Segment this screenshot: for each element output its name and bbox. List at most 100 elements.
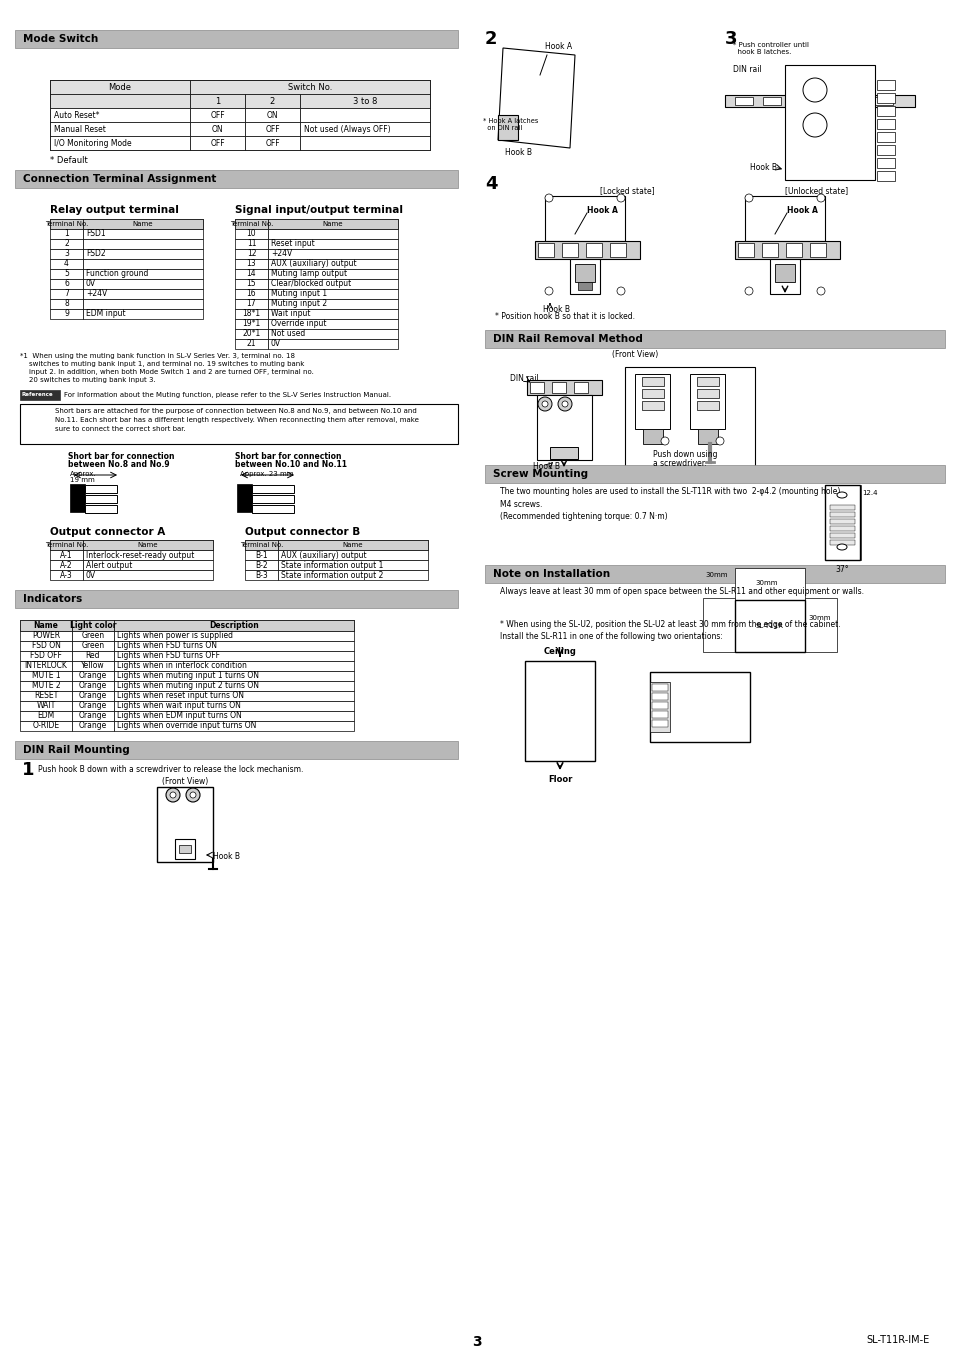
Bar bbox=[71, 620, 113, 631]
Text: DIN Rail Removal Method: DIN Rail Removal Method bbox=[493, 334, 642, 345]
Bar bbox=[484, 465, 944, 484]
Text: DIN Rail Mounting: DIN Rail Mounting bbox=[23, 744, 130, 755]
Bar bbox=[50, 540, 83, 550]
Bar bbox=[809, 243, 825, 257]
Text: Function ground: Function ground bbox=[86, 269, 149, 278]
Bar bbox=[698, 430, 718, 444]
Bar bbox=[829, 512, 854, 517]
Text: Hook B: Hook B bbox=[749, 163, 776, 172]
Bar bbox=[174, 839, 194, 859]
Bar bbox=[20, 711, 71, 721]
Bar bbox=[70, 484, 85, 512]
Text: Lights when muting input 1 turns ON: Lights when muting input 1 turns ON bbox=[117, 671, 258, 681]
Bar bbox=[50, 108, 190, 122]
Bar bbox=[113, 620, 354, 631]
Bar bbox=[268, 249, 397, 259]
Text: * Push controller until
  hook B latches.: * Push controller until hook B latches. bbox=[732, 42, 808, 55]
Bar bbox=[497, 115, 517, 141]
Text: NOTE: NOTE bbox=[22, 407, 44, 412]
Bar bbox=[299, 136, 430, 150]
Text: 3: 3 bbox=[64, 250, 69, 258]
Bar bbox=[734, 240, 840, 259]
Bar bbox=[268, 339, 397, 349]
Bar bbox=[252, 494, 294, 503]
Bar bbox=[245, 550, 277, 561]
Text: DIN rail: DIN rail bbox=[510, 374, 538, 382]
Bar bbox=[157, 788, 213, 862]
Bar bbox=[268, 219, 397, 230]
Bar bbox=[537, 243, 554, 257]
Bar bbox=[179, 844, 191, 852]
Bar bbox=[762, 97, 781, 105]
Circle shape bbox=[716, 436, 723, 444]
Bar bbox=[50, 219, 83, 230]
Circle shape bbox=[544, 286, 553, 295]
Text: 0V: 0V bbox=[86, 280, 96, 289]
Bar bbox=[83, 219, 203, 230]
Text: A-2: A-2 bbox=[60, 561, 72, 570]
Text: 3: 3 bbox=[724, 30, 737, 49]
Bar bbox=[234, 230, 268, 239]
Text: Hook B: Hook B bbox=[504, 149, 532, 157]
Text: Description: Description bbox=[209, 621, 258, 630]
Bar bbox=[268, 239, 397, 249]
Bar bbox=[268, 280, 397, 289]
Text: Screw Mounting: Screw Mounting bbox=[493, 469, 587, 480]
Text: Orange: Orange bbox=[79, 712, 107, 720]
Text: Mode: Mode bbox=[109, 82, 132, 92]
Bar bbox=[744, 196, 824, 240]
Bar bbox=[71, 631, 113, 640]
Circle shape bbox=[190, 792, 195, 798]
Bar bbox=[50, 309, 83, 319]
Text: 8: 8 bbox=[64, 300, 69, 308]
Bar bbox=[277, 540, 428, 550]
Text: Reference: Reference bbox=[22, 393, 53, 397]
Bar bbox=[190, 122, 245, 136]
Text: between No.10 and No.11: between No.10 and No.11 bbox=[234, 459, 347, 469]
Text: +24V: +24V bbox=[86, 289, 107, 299]
Bar bbox=[234, 239, 268, 249]
Bar bbox=[738, 243, 753, 257]
Bar bbox=[50, 136, 190, 150]
Text: Name: Name bbox=[137, 542, 158, 549]
Bar bbox=[649, 682, 669, 732]
Bar bbox=[234, 259, 268, 269]
Text: Orange: Orange bbox=[79, 681, 107, 690]
Text: Orange: Orange bbox=[79, 701, 107, 711]
Text: Short bar for connection: Short bar for connection bbox=[68, 453, 174, 461]
Text: Interlock-reset-ready output: Interlock-reset-ready output bbox=[86, 550, 194, 559]
Bar bbox=[50, 230, 83, 239]
Text: 21: 21 bbox=[247, 339, 256, 349]
Bar bbox=[624, 367, 754, 477]
Bar bbox=[818, 97, 836, 105]
Bar bbox=[83, 550, 213, 561]
Text: 19 mm: 19 mm bbox=[70, 477, 94, 484]
Bar bbox=[50, 269, 83, 280]
Text: * Default: * Default bbox=[50, 155, 88, 165]
Bar bbox=[642, 430, 662, 444]
Bar bbox=[702, 598, 734, 653]
Text: 0V: 0V bbox=[271, 339, 281, 349]
Bar bbox=[846, 97, 864, 105]
Circle shape bbox=[816, 286, 824, 295]
Bar bbox=[50, 249, 83, 259]
Bar bbox=[20, 671, 71, 681]
Bar bbox=[245, 136, 299, 150]
Text: State information output 1: State information output 1 bbox=[281, 561, 383, 570]
Text: 10: 10 bbox=[247, 230, 256, 239]
Text: FSD OFF: FSD OFF bbox=[30, 651, 62, 661]
Bar bbox=[50, 550, 83, 561]
Text: 2: 2 bbox=[484, 30, 497, 49]
Bar bbox=[484, 565, 944, 584]
Text: Light color: Light color bbox=[70, 621, 116, 630]
Bar bbox=[83, 269, 203, 280]
Bar bbox=[234, 219, 268, 230]
Text: Output connector A: Output connector A bbox=[50, 527, 165, 536]
Text: Yellow: Yellow bbox=[81, 662, 105, 670]
Bar bbox=[113, 681, 354, 690]
Text: OFF: OFF bbox=[210, 139, 225, 147]
Text: 37°: 37° bbox=[834, 565, 848, 574]
Bar bbox=[769, 259, 800, 295]
Text: FSD2: FSD2 bbox=[86, 250, 106, 258]
Text: Connection Terminal Assignment: Connection Terminal Assignment bbox=[23, 174, 216, 184]
